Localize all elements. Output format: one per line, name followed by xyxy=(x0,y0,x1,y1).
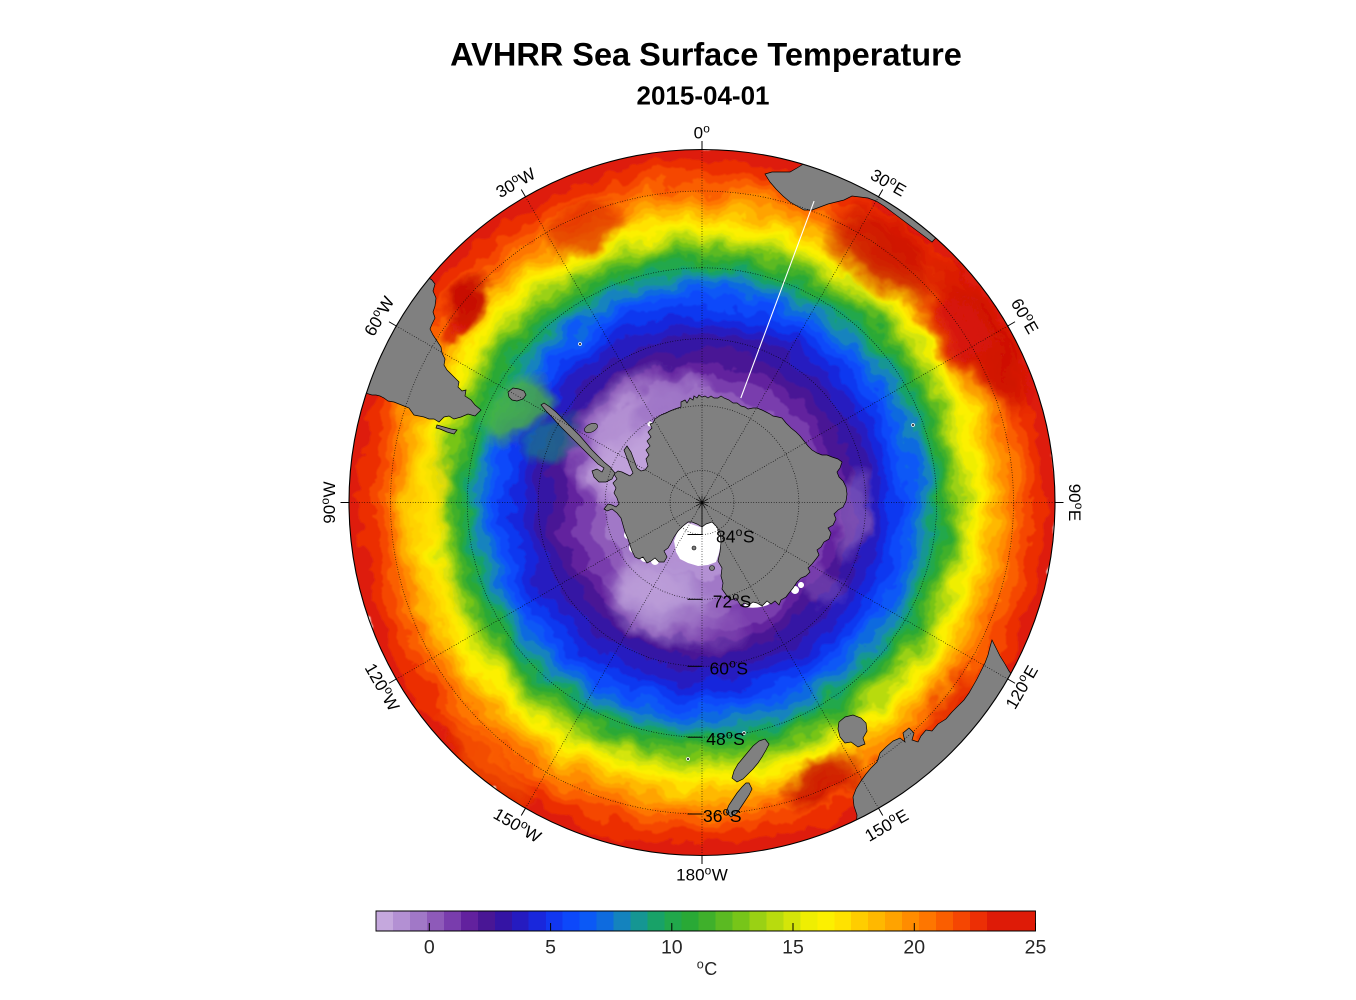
svg-text:15: 15 xyxy=(782,937,804,959)
svg-text:0 o: 0 o xyxy=(694,121,711,142)
svg-text:9 0 W o: 9 0 W o xyxy=(318,477,339,523)
svg-text:9 0 E o: 9 0 E o xyxy=(1065,484,1086,525)
svg-text:7 2 S o: 7 2 S o xyxy=(713,590,756,612)
svg-text:25: 25 xyxy=(1025,937,1047,959)
svg-text:4 8 S o: 4 8 S o xyxy=(706,728,749,750)
svg-text:0: 0 xyxy=(424,937,435,959)
svg-text:8 4 S o: 8 4 S o xyxy=(716,525,759,547)
svg-text:1 5 0 W: 1 5 0 W o xyxy=(490,802,549,848)
svg-text:AVHRR Sea Surface Temperature: AVHRR Sea Surface Temperature xyxy=(450,37,962,73)
svg-text:6 0 S o: 6 0 S o xyxy=(710,657,753,679)
svg-text:20: 20 xyxy=(903,937,925,959)
svg-text:5: 5 xyxy=(545,937,556,959)
svg-text:10: 10 xyxy=(661,937,683,959)
svg-text:6 0 W o: 6 0 W o xyxy=(359,289,401,340)
svg-text:1 8 0 W: 1 8 0 W o xyxy=(676,863,732,884)
svg-text:2015-04-01: 2015-04-01 xyxy=(637,81,770,111)
svg-text:3 6 S o: 3 6 S o xyxy=(703,804,746,826)
svg-text:o C: o C xyxy=(697,955,717,979)
